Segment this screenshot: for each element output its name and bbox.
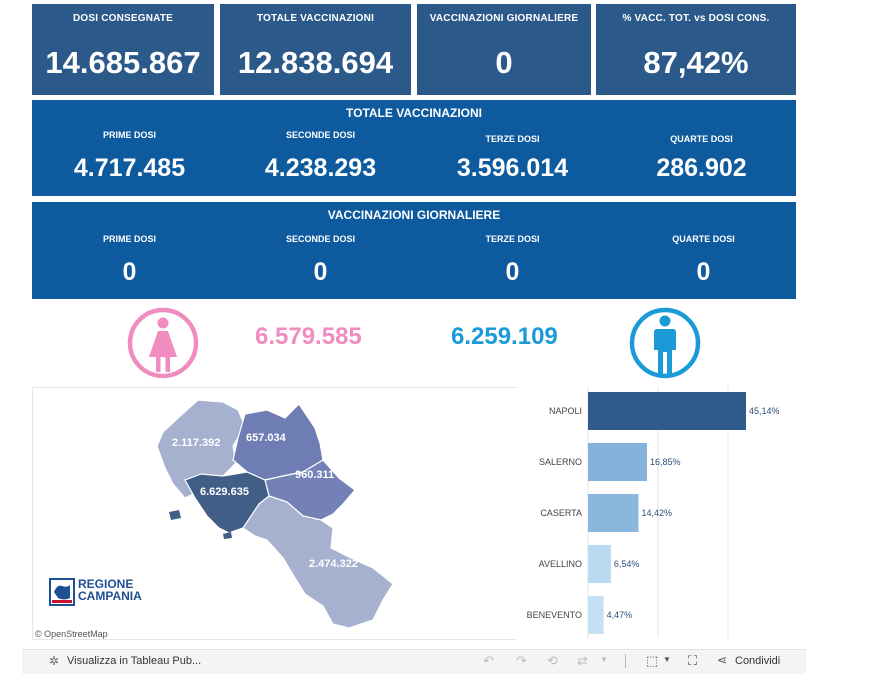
- male-count: 6.259.109: [451, 323, 558, 350]
- bar-salerno[interactable]: [588, 443, 647, 481]
- kpi-dosi-consegnate: DOSI CONSEGNATE 14.685.867: [32, 4, 214, 95]
- map-canvas: [156, 399, 394, 629]
- bar-napoli[interactable]: [588, 392, 746, 430]
- category-label: AVELLINO: [539, 559, 582, 569]
- pause-dropdown-icon[interactable]: ▼: [600, 655, 608, 664]
- vaccinazioni-giornaliere-panel: VACCINAZIONI GIORNALIERE PRIME DOSI 0 SE…: [32, 202, 796, 299]
- kpi-percentuale: % VACC. TOT. vs DOSI CONS. 87,42%: [596, 4, 796, 95]
- dose-value: 0: [313, 258, 328, 286]
- kpi-label: DOSI CONSEGNATE: [72, 13, 174, 24]
- regione-campania-logo: REGIONE CAMPANIA: [49, 578, 149, 610]
- dose-value: 0: [696, 258, 711, 286]
- province-bar-chart: NAPOLI 45,14% SALERNO 16,85% CASERTA 14,42% AV…: [516, 380, 796, 638]
- female-count: 6.579.585: [255, 323, 362, 350]
- dose-label: PRIME DOSI: [102, 130, 156, 140]
- kpi-value: 12.838.694: [237, 45, 394, 80]
- value-label: 45,14%: [749, 406, 780, 416]
- map-label-avellino: 960.311: [295, 469, 335, 481]
- totale-quarte-dosi: QUARTE DOSI 286.902: [606, 134, 797, 183]
- value-label: 4,47%: [607, 610, 633, 620]
- map-attribution[interactable]: © OpenStreetMap: [35, 629, 108, 639]
- female-icon: [127, 307, 199, 379]
- kpi-value: 14.685.867: [45, 45, 201, 80]
- category-label: BENEVENTO: [527, 610, 582, 620]
- bar-benevento[interactable]: [588, 596, 604, 634]
- totale-terze-dosi: TERZE DOSI 3.596.014: [417, 134, 608, 183]
- redo-icon[interactable]: ↷: [516, 653, 527, 668]
- category-label: NAPOLI: [549, 406, 582, 416]
- male-icon: [629, 307, 701, 379]
- value-label: 14,42%: [641, 508, 672, 518]
- bar-caserta[interactable]: [588, 494, 639, 532]
- panel-title: TOTALE VACCINAZIONI: [346, 106, 482, 120]
- revert-icon[interactable]: ⟲: [547, 653, 558, 668]
- campania-map[interactable]: 2.117.392 657.034 960.311 6.629.635 2.47…: [32, 387, 516, 640]
- dose-label: SECONDE DOSI: [285, 234, 355, 244]
- kpi-vaccinazioni-giornaliere: VACCINAZIONI GIORNALIERE 0: [417, 4, 591, 95]
- kpi-totale-vaccinazioni: TOTALE VACCINAZIONI 12.838.694: [220, 4, 411, 95]
- map-label-caserta: 2.117.392: [172, 437, 221, 449]
- map-label-napoli: 6.629.635: [200, 486, 249, 498]
- campania-shield-icon: [49, 578, 75, 606]
- share-button[interactable]: Condividi: [735, 655, 781, 667]
- dose-label: SECONDE DOSI: [285, 130, 355, 140]
- map-label-benevento: 657.034: [246, 432, 286, 444]
- dose-value: 0: [122, 258, 137, 286]
- category-label: CASERTA: [540, 508, 582, 518]
- dose-value: 4.717.485: [73, 154, 186, 182]
- undo-icon[interactable]: ↶: [483, 653, 494, 668]
- dose-value: 0: [505, 258, 520, 286]
- dose-label: QUARTE DOSI: [670, 134, 733, 144]
- bar-avellino[interactable]: [588, 545, 611, 583]
- dose-label: QUARTE DOSI: [672, 234, 735, 244]
- logo-line2: CAMPANIA: [78, 589, 142, 603]
- dose-label: TERZE DOSI: [485, 134, 540, 144]
- bar-chart-svg: NAPOLI 45,14% SALERNO 16,85% CASERTA 14,42% AV…: [527, 386, 780, 638]
- kpi-value: 87,42%: [643, 45, 749, 80]
- giornaliere-prime-dosi: PRIME DOSI 0: [34, 234, 225, 287]
- download-icon[interactable]: ⬚: [646, 653, 659, 668]
- dose-value: 3.596.014: [456, 154, 569, 182]
- fullscreen-icon[interactable]: ⛶: [688, 653, 698, 668]
- kpi-label: TOTALE VACCINAZIONI: [256, 13, 375, 24]
- kpi-value: 0: [495, 45, 513, 80]
- totale-seconde-dosi: SECONDE DOSI 4.238.293: [225, 130, 416, 183]
- download-dropdown-icon[interactable]: ▼: [663, 655, 671, 664]
- island-ischia: [169, 510, 181, 520]
- map-label-salerno: 2.474.322: [309, 558, 358, 570]
- province-salerno[interactable]: [242, 495, 394, 629]
- dose-label: TERZE DOSI: [485, 234, 540, 244]
- kpi-label: % VACC. TOT. vs DOSI CONS.: [622, 13, 770, 24]
- totale-vaccinazioni-panel: TOTALE VACCINAZIONI PRIME DOSI 4.717.485…: [32, 100, 796, 196]
- tableau-icon[interactable]: ✲: [49, 654, 60, 668]
- giornaliere-quarte-dosi: QUARTE DOSI 0: [608, 234, 799, 287]
- totale-prime-dosi: PRIME DOSI 4.717.485: [34, 130, 225, 183]
- panel-title: VACCINAZIONI GIORNALIERE: [327, 208, 501, 222]
- tableau-toolbar: ✲ Visualizza in Tableau Pub... ↶ ↷ ⟲ ⇄ ▼…: [22, 649, 806, 674]
- giornaliere-seconde-dosi: SECONDE DOSI 0: [225, 234, 416, 287]
- dose-value: 286.902: [656, 154, 747, 182]
- logo-line1: REGIONE: [78, 577, 134, 591]
- refresh-icon[interactable]: ⇄: [577, 653, 588, 668]
- value-label: 6,54%: [614, 559, 640, 569]
- view-in-tableau-link[interactable]: Visualizza in Tableau Pub...: [67, 655, 202, 667]
- giornaliere-terze-dosi: TERZE DOSI 0: [417, 234, 608, 287]
- dose-label: PRIME DOSI: [102, 234, 156, 244]
- kpi-label: VACCINAZIONI GIORNALIERE: [429, 13, 579, 24]
- category-label: SALERNO: [539, 457, 582, 467]
- toolbar-divider: [625, 654, 626, 668]
- dose-value: 4.238.293: [264, 154, 377, 182]
- value-label: 16,85%: [650, 457, 681, 467]
- share-icon[interactable]: ⋖: [717, 653, 728, 667]
- island-capri: [223, 532, 232, 539]
